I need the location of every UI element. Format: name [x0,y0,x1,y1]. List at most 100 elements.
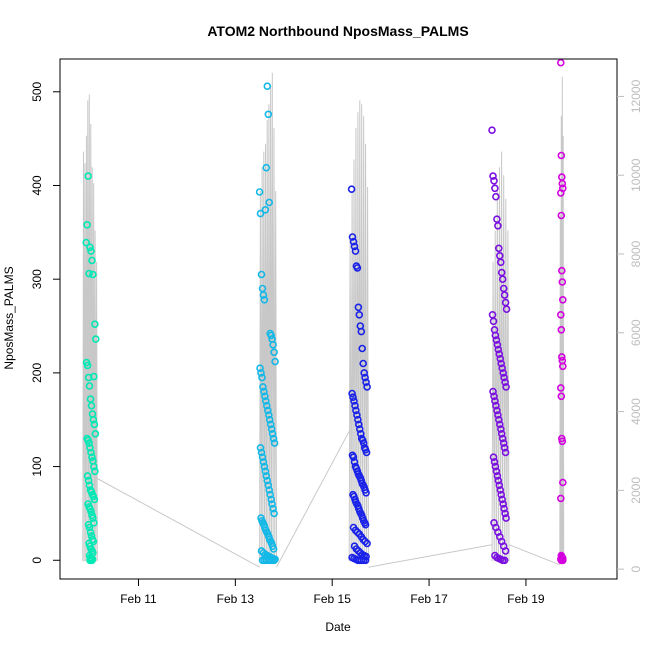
data-point [85,269,93,278]
y2-tick-label: 6000 [629,319,643,346]
data-point [270,556,278,565]
data-point [361,537,369,546]
y-axis-right: 0 2000 4000 6000 8000 10000 12000 [617,79,643,572]
data-point [501,378,509,387]
data-point [558,556,567,565]
data-point [263,82,272,90]
y2-tick-label: 10000 [629,158,643,192]
data-point [556,384,565,392]
data-point [362,488,370,497]
data-point [494,476,503,485]
data-point [500,504,508,513]
data-point [496,425,505,433]
data-point [363,383,371,391]
y-tick-label: 200 [30,363,44,383]
data-point [489,453,498,462]
data-point [491,331,500,340]
data-point [90,495,99,504]
data-point [84,172,92,180]
data-point [493,340,502,349]
data-point [260,387,268,396]
data-point [499,369,508,377]
data-point [363,539,371,548]
data-point [492,336,501,344]
data-point [352,545,361,553]
data-point [267,495,276,504]
data-point [359,439,368,447]
data-point [495,350,504,358]
data-point [350,458,359,466]
data-point [262,163,271,172]
series-2 [347,185,371,565]
data-point [85,481,94,490]
data-point [498,364,507,373]
data-point [269,340,277,349]
data-point [499,500,508,508]
data-point [497,429,506,438]
data-point [556,58,565,67]
data-point [493,406,501,415]
data-point [558,179,567,188]
data-point [495,481,504,490]
data-point [558,437,567,446]
data-point [361,520,370,529]
data-point [556,189,565,197]
data-point [360,369,369,377]
data-point [557,392,566,401]
data-point [491,397,499,405]
data-point [494,415,503,424]
data-point [497,359,506,368]
data-point [362,378,370,387]
data-point [88,453,96,462]
data-point [91,467,99,476]
data-point [257,270,266,279]
data-point [488,126,496,134]
data-point [260,462,269,471]
data-point [349,453,358,462]
data-point [557,211,566,220]
data-point [491,184,499,193]
series-1 [255,82,279,565]
data-point [354,303,363,312]
data-point [495,420,504,429]
data-point [92,335,100,343]
data-point [500,291,509,299]
data-point [264,110,273,119]
data-point [492,401,500,410]
data-point [263,406,272,415]
data-point [257,547,266,555]
data-point [269,434,278,443]
y2-tick-label: 8000 [629,240,643,267]
data-point [558,278,567,286]
data-point [262,401,271,410]
y-axis-left: 0 100 200 300 400 500 [30,81,61,564]
y2-tick-label: 2000 [629,477,643,504]
data-point [260,295,269,304]
data-point [362,448,371,457]
data-point [501,448,510,457]
data-point [91,320,99,329]
y2-tick-label: 4000 [629,398,643,425]
data-point [494,411,502,419]
data-point [265,486,274,494]
data-point [84,373,93,382]
data-point [265,198,274,207]
data-point [349,237,358,246]
data-point [259,383,267,391]
data-point [270,509,278,518]
data-point [264,411,273,419]
data-point [268,500,276,508]
data-point [89,514,97,522]
data-point [352,406,360,415]
data-point [500,443,509,452]
data-point [267,425,276,433]
data-point [353,411,361,419]
altitude-transit-3 [508,544,560,566]
y-tick-label: 0 [30,557,44,564]
data-point [85,523,94,532]
data-point [259,291,268,299]
data-point [361,556,370,565]
data-point [83,472,92,480]
data-point [82,238,90,247]
